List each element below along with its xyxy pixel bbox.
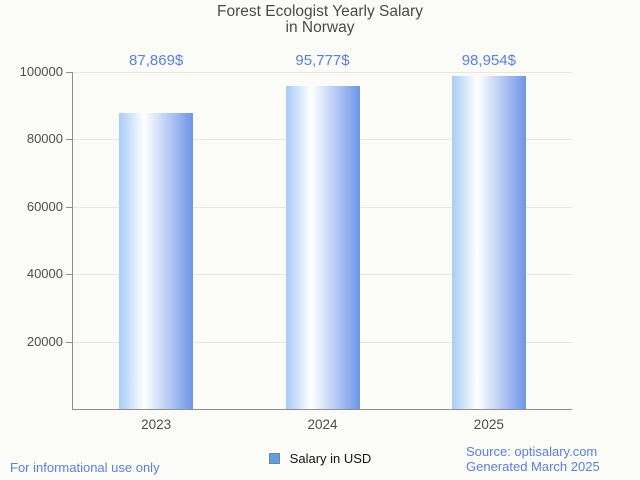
plot-area: 100000 80000 60000 40000 20000 87,869$ 2023 95,…	[20, 53, 572, 432]
bar-2023	[119, 113, 193, 409]
chart-title: Forest Ecologist Yearly Salary in Norway	[0, 4, 640, 35]
y-axis-label: 100000	[19, 64, 63, 79]
source-line: Source: optisalary.com	[466, 444, 598, 459]
x-axis-label: 2024	[307, 417, 338, 432]
y-axis-tick	[66, 72, 72, 73]
x-axis-label: 2023	[141, 417, 172, 432]
bar-value-label: 98,954$	[461, 52, 516, 69]
bar-value-label: 87,869$	[129, 52, 184, 69]
legend-swatch-icon	[268, 453, 280, 464]
y-axis-tick	[66, 274, 72, 275]
bar-2024	[286, 86, 360, 409]
y-axis-tick	[66, 207, 72, 208]
chart-title-line2: in Norway	[285, 18, 355, 36]
y-axis-label: 80000	[26, 131, 63, 146]
source-credit: Source: optisalary.com Generated March 2…	[466, 444, 600, 474]
disclaimer-text: For informational use only	[10, 460, 160, 475]
x-axis-label: 2025	[473, 417, 504, 432]
gridline	[73, 72, 572, 73]
y-axis-tick	[66, 139, 72, 140]
legend-item-salary[interactable]: Salary in USD	[0, 451, 640, 466]
chart-title-line1: Forest Ecologist Yearly Salary	[217, 3, 423, 20]
y-axis-label: 60000	[26, 199, 63, 214]
legend-label: Salary in USD	[289, 451, 372, 466]
generated-line: Generated March 2025	[466, 459, 600, 474]
bar-value-label: 95,777$	[295, 52, 350, 69]
y-axis-label: 20000	[26, 334, 63, 349]
y-axis-label: 40000	[26, 266, 63, 281]
bar-2025	[452, 76, 526, 409]
y-axis-tick	[66, 342, 72, 343]
